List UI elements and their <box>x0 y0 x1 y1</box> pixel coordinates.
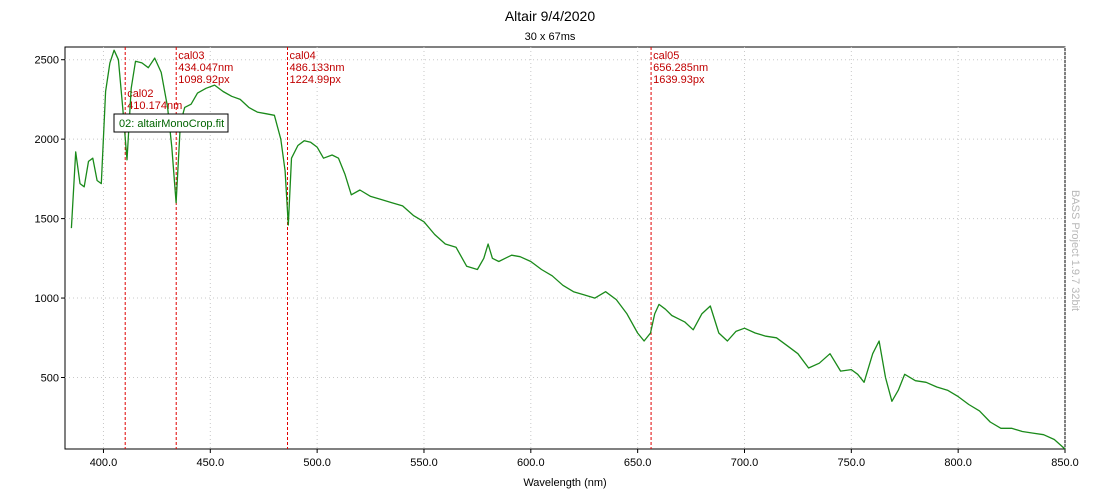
x-tick-label: 700.0 <box>731 457 759 469</box>
calibration-nm-text: 434.047nm <box>178 62 233 74</box>
x-tick-label: 750.0 <box>838 457 866 469</box>
x-tick-label: 400.0 <box>90 457 118 469</box>
y-tick-label: 2500 <box>35 55 59 67</box>
x-tick-label: 550.0 <box>410 457 438 469</box>
calibration-px-text: 1639.93px <box>653 74 705 86</box>
x-tick-label: 650.0 <box>624 457 652 469</box>
calibration-label: cal03 <box>178 50 204 62</box>
x-tick-label: 500.0 <box>303 457 331 469</box>
x-axis-label: Wavelength (nm) <box>523 477 606 489</box>
axis-ticks: 400.0 450.0 500.0 550.0 600.0 650.0 700.0 750.0… <box>35 55 1079 469</box>
x-tick-label: 600.0 <box>517 457 545 469</box>
chart-subtitle: 30 x 67ms <box>525 31 576 43</box>
calibration-px-text: 1224.99px <box>290 74 342 86</box>
calibration-px-text: 1098.92px <box>178 74 230 86</box>
x-tick-label: 800.0 <box>944 457 972 469</box>
y-tick-label: 1500 <box>35 214 59 226</box>
legend[interactable]: 02: altairMonoCrop.fit <box>113 113 229 133</box>
calibration-nm-text: 656.285nm <box>653 62 708 74</box>
y-tick-label: 1000 <box>35 293 59 305</box>
spectrum-line <box>70 49 1066 450</box>
x-tick-label: 450.0 <box>197 457 225 469</box>
grid <box>65 47 1066 449</box>
plot-area <box>64 46 1066 450</box>
calibration-nm-text: 410.174nm <box>127 100 182 112</box>
calibration-label: cal04 <box>290 50 316 62</box>
series-group <box>70 49 1066 450</box>
x-tick-label: 850.0 <box>1051 457 1079 469</box>
calibration-nm-text: 486.133nm <box>290 62 345 74</box>
legend-box <box>113 113 229 133</box>
y-tick-label: 500 <box>41 372 59 384</box>
calibration-label: cal05 <box>653 50 679 62</box>
legend-entry: 02: altairMonoCrop.fit <box>119 118 224 130</box>
chart-title: Altair 9/4/2020 <box>505 8 595 24</box>
y-tick-label: 2000 <box>35 134 59 146</box>
watermark: BASS Project 1.9.7 32bit <box>1069 190 1081 311</box>
calibration-label: cal02 <box>127 88 153 100</box>
